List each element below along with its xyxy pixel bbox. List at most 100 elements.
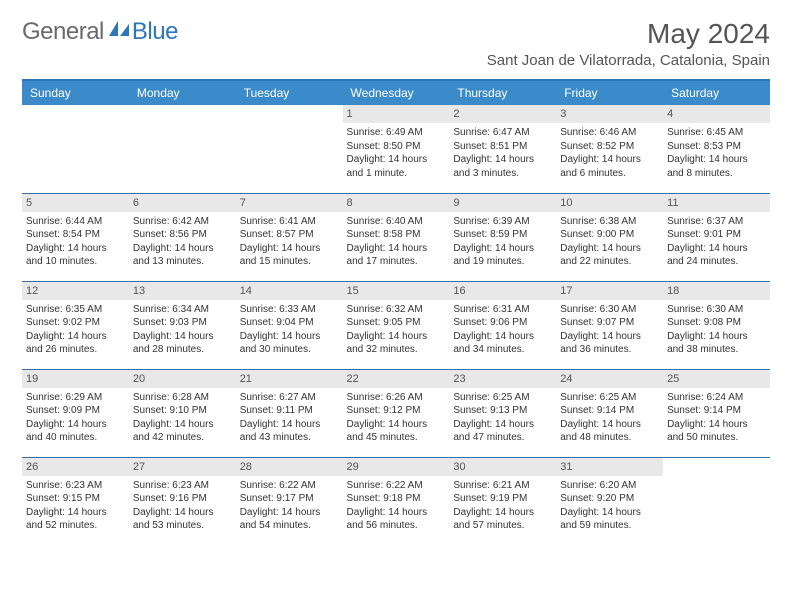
- day-detail-line: Sunrise: 6:39 AM: [453, 215, 552, 229]
- day-detail-line: Sunrise: 6:37 AM: [667, 215, 766, 229]
- day-details: Sunrise: 6:30 AMSunset: 9:08 PMDaylight:…: [667, 303, 766, 357]
- day-detail-line: Sunrise: 6:20 AM: [560, 479, 659, 493]
- day-detail-line: Sunrise: 6:35 AM: [26, 303, 125, 317]
- day-detail-line: Sunrise: 6:38 AM: [560, 215, 659, 229]
- day-details: Sunrise: 6:20 AMSunset: 9:20 PMDaylight:…: [560, 479, 659, 533]
- day-details: Sunrise: 6:22 AMSunset: 9:17 PMDaylight:…: [240, 479, 339, 533]
- day-details: Sunrise: 6:28 AMSunset: 9:10 PMDaylight:…: [133, 391, 232, 445]
- calendar-day-cell: 18Sunrise: 6:30 AMSunset: 9:08 PMDayligh…: [663, 281, 770, 369]
- day-details: Sunrise: 6:34 AMSunset: 9:03 PMDaylight:…: [133, 303, 232, 357]
- day-number: 22: [343, 370, 450, 388]
- day-number: 1: [343, 105, 450, 123]
- day-detail-line: Sunset: 9:03 PM: [133, 316, 232, 330]
- day-details: Sunrise: 6:35 AMSunset: 9:02 PMDaylight:…: [26, 303, 125, 357]
- day-detail-line: Daylight: 14 hours and 32 minutes.: [347, 330, 446, 357]
- day-detail-line: Sunrise: 6:25 AM: [560, 391, 659, 405]
- day-details: Sunrise: 6:44 AMSunset: 8:54 PMDaylight:…: [26, 215, 125, 269]
- calendar-grid: SundayMondayTuesdayWednesdayThursdayFrid…: [22, 81, 770, 545]
- day-detail-line: Daylight: 14 hours and 28 minutes.: [133, 330, 232, 357]
- day-detail-line: Sunrise: 6:23 AM: [26, 479, 125, 493]
- day-details: Sunrise: 6:33 AMSunset: 9:04 PMDaylight:…: [240, 303, 339, 357]
- day-detail-line: Sunset: 9:05 PM: [347, 316, 446, 330]
- day-detail-line: Daylight: 14 hours and 43 minutes.: [240, 418, 339, 445]
- calendar-day-cell: 7 Sunrise: 6:41 AMSunset: 8:57 PMDaylight…: [236, 193, 343, 281]
- day-detail-line: Sunrise: 6:33 AM: [240, 303, 339, 317]
- day-number: 6: [129, 194, 236, 212]
- calendar-day-cell: 3Sunrise: 6:46 AMSunset: 8:52 PMDaylight…: [556, 105, 663, 193]
- day-detail-line: Daylight: 14 hours and 40 minutes.: [26, 418, 125, 445]
- day-detail-line: Sunset: 9:19 PM: [453, 492, 552, 506]
- day-detail-line: Sunrise: 6:30 AM: [667, 303, 766, 317]
- day-number: 29: [343, 458, 450, 476]
- day-details: Sunrise: 6:41 AMSunset: 8:57 PMDaylight:…: [240, 215, 339, 269]
- calendar-day-cell: 28 Sunrise: 6:22 AMSunset: 9:17 PMDayligh…: [236, 457, 343, 545]
- weekday-header: Tuesday: [236, 81, 343, 105]
- calendar-day-cell: 4 Sunrise: 6:45 AMSunset: 8:53 PMDaylight…: [663, 105, 770, 193]
- calendar-day-cell: 19Sunrise: 6:29 AMSunset: 9:09 PMDayligh…: [22, 369, 129, 457]
- calendar-day-cell: 5 Sunrise: 6:44 AMSunset: 8:54 PMDaylight…: [22, 193, 129, 281]
- day-detail-line: Daylight: 14 hours and 8 minutes.: [667, 153, 766, 180]
- calendar-day-cell: 25Sunrise: 6:24 AMSunset: 9:14 PMDayligh…: [663, 369, 770, 457]
- calendar-day-cell: 27Sunrise: 6:23 AMSunset: 9:16 PMDayligh…: [129, 457, 236, 545]
- calendar-day-cell: 26 Sunrise: 6:23 AMSunset: 9:15 PMDayligh…: [22, 457, 129, 545]
- day-detail-line: Sunset: 9:15 PM: [26, 492, 125, 506]
- day-detail-line: Daylight: 14 hours and 56 minutes.: [347, 506, 446, 533]
- day-number: 28: [236, 458, 343, 476]
- day-detail-line: Daylight: 14 hours and 47 minutes.: [453, 418, 552, 445]
- day-detail-line: Sunrise: 6:40 AM: [347, 215, 446, 229]
- day-details: Sunrise: 6:24 AMSunset: 9:14 PMDaylight:…: [667, 391, 766, 445]
- day-detail-line: Sunrise: 6:25 AM: [453, 391, 552, 405]
- calendar-week-row: 5 Sunrise: 6:44 AMSunset: 8:54 PMDaylight…: [22, 193, 770, 281]
- day-details: Sunrise: 6:46 AMSunset: 8:52 PMDaylight:…: [560, 126, 659, 180]
- day-detail-line: Sunset: 9:13 PM: [453, 404, 552, 418]
- day-number: [663, 458, 770, 476]
- calendar-day-cell: [129, 105, 236, 193]
- day-detail-line: Sunset: 9:09 PM: [26, 404, 125, 418]
- day-detail-line: Sunset: 8:53 PM: [667, 140, 766, 154]
- day-number: 26: [22, 458, 129, 476]
- calendar-day-cell: 9Sunrise: 6:39 AMSunset: 8:59 PMDaylight…: [449, 193, 556, 281]
- calendar-week-row: 1Sunrise: 6:49 AMSunset: 8:50 PMDaylight…: [22, 105, 770, 193]
- day-detail-line: Sunset: 8:59 PM: [453, 228, 552, 242]
- day-detail-line: Sunrise: 6:41 AM: [240, 215, 339, 229]
- day-detail-line: Daylight: 14 hours and 34 minutes.: [453, 330, 552, 357]
- day-number: 15: [343, 282, 450, 300]
- day-details: Sunrise: 6:23 AMSunset: 9:15 PMDaylight:…: [26, 479, 125, 533]
- day-details: Sunrise: 6:21 AMSunset: 9:19 PMDaylight:…: [453, 479, 552, 533]
- day-number: 16: [449, 282, 556, 300]
- day-number: 9: [449, 194, 556, 212]
- day-detail-line: Daylight: 14 hours and 24 minutes.: [667, 242, 766, 269]
- weekday-header: Friday: [556, 81, 663, 105]
- day-details: Sunrise: 6:22 AMSunset: 9:18 PMDaylight:…: [347, 479, 446, 533]
- day-details: Sunrise: 6:26 AMSunset: 9:12 PMDaylight:…: [347, 391, 446, 445]
- day-detail-line: Daylight: 14 hours and 3 minutes.: [453, 153, 552, 180]
- calendar-day-cell: 17Sunrise: 6:30 AMSunset: 9:07 PMDayligh…: [556, 281, 663, 369]
- day-details: Sunrise: 6:27 AMSunset: 9:11 PMDaylight:…: [240, 391, 339, 445]
- calendar-day-cell: 1Sunrise: 6:49 AMSunset: 8:50 PMDaylight…: [343, 105, 450, 193]
- day-detail-line: Sunset: 9:16 PM: [133, 492, 232, 506]
- location-text: Sant Joan de Vilatorrada, Catalonia, Spa…: [487, 52, 770, 69]
- day-detail-line: Sunrise: 6:34 AM: [133, 303, 232, 317]
- calendar-week-row: 12Sunrise: 6:35 AMSunset: 9:02 PMDayligh…: [22, 281, 770, 369]
- day-number: 19: [22, 370, 129, 388]
- day-details: Sunrise: 6:25 AMSunset: 9:14 PMDaylight:…: [560, 391, 659, 445]
- weekday-header: Sunday: [22, 81, 129, 105]
- calendar-day-cell: 21Sunrise: 6:27 AMSunset: 9:11 PMDayligh…: [236, 369, 343, 457]
- weekday-header: Saturday: [663, 81, 770, 105]
- day-detail-line: Daylight: 14 hours and 48 minutes.: [560, 418, 659, 445]
- day-detail-line: Daylight: 14 hours and 6 minutes.: [560, 153, 659, 180]
- day-detail-line: Daylight: 14 hours and 36 minutes.: [560, 330, 659, 357]
- day-number: 7: [236, 194, 343, 212]
- weekday-header-row: SundayMondayTuesdayWednesdayThursdayFrid…: [22, 81, 770, 105]
- day-detail-line: Sunrise: 6:22 AM: [240, 479, 339, 493]
- day-detail-line: Sunrise: 6:44 AM: [26, 215, 125, 229]
- calendar-day-cell: 6Sunrise: 6:42 AMSunset: 8:56 PMDaylight…: [129, 193, 236, 281]
- day-detail-line: Sunset: 9:14 PM: [560, 404, 659, 418]
- day-detail-line: Sunrise: 6:30 AM: [560, 303, 659, 317]
- day-number: 13: [129, 282, 236, 300]
- day-number: 4: [663, 105, 770, 123]
- day-number: 5: [22, 194, 129, 212]
- day-detail-line: Sunrise: 6:45 AM: [667, 126, 766, 140]
- day-detail-line: Sunrise: 6:32 AM: [347, 303, 446, 317]
- calendar-day-cell: 10Sunrise: 6:38 AMSunset: 9:00 PMDayligh…: [556, 193, 663, 281]
